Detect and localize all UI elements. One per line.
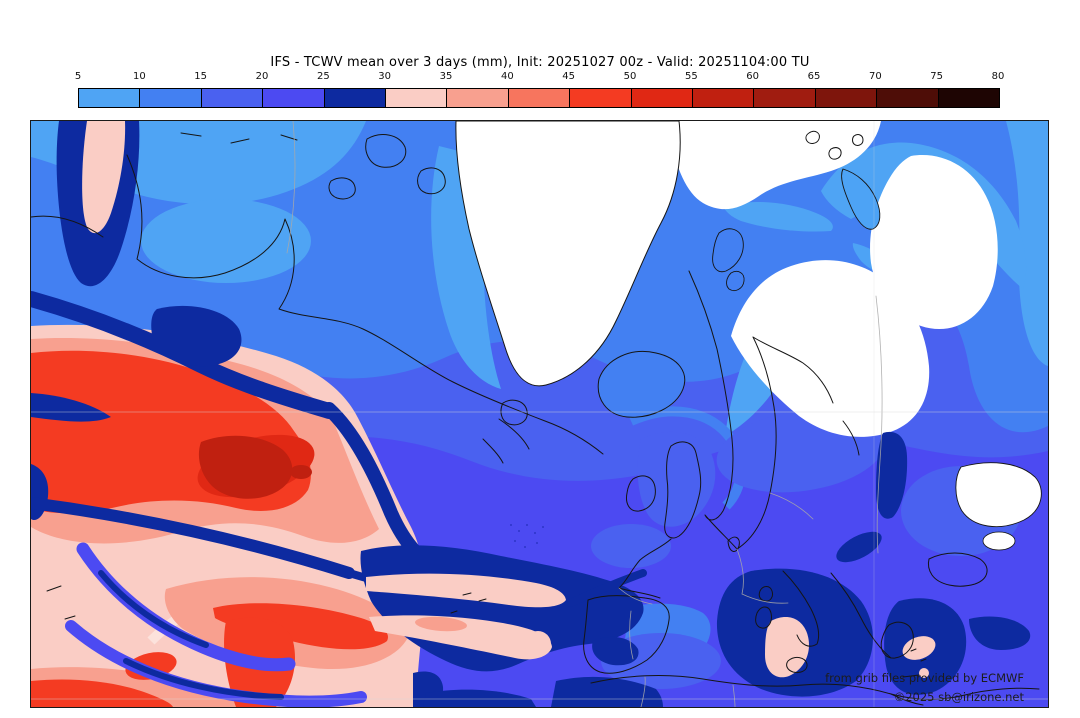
- colorbar-segment: [263, 89, 325, 107]
- north-africa-coastline: [590, 675, 1040, 700]
- moisture-plume-core: [198, 435, 293, 499]
- tcwv-map: [31, 121, 1048, 707]
- colorbar-tick: 55: [684, 71, 698, 82]
- franz-josef-land: [805, 130, 864, 160]
- nw-russia-white: [870, 155, 998, 330]
- colorbar-tick: 75: [930, 71, 944, 82]
- greece-coastline: [880, 621, 914, 659]
- colorbar-tick: 60: [746, 71, 760, 82]
- colorbar-segment: [570, 89, 632, 107]
- colorbar-segment: [877, 89, 939, 107]
- algeria-pink-dot: [919, 668, 929, 678]
- colorbar-segment: [631, 89, 694, 107]
- greece-pink-patch: [902, 636, 936, 660]
- colorbar-tick: 80: [991, 71, 1005, 82]
- colorbar-tick: 20: [255, 71, 269, 82]
- colorbar-tick: 5: [74, 71, 82, 82]
- colorbar-segment: [201, 89, 264, 107]
- arctic-cap: [561, 121, 881, 210]
- arctic-islands: [597, 130, 881, 418]
- colorbar-segment: [386, 89, 448, 107]
- stipple-texture: [510, 524, 544, 548]
- colorbar-segment: [324, 89, 387, 107]
- azores-islands: [450, 592, 487, 614]
- pacific-pink-wedge: [82, 121, 126, 234]
- colorbar-tick: 25: [316, 71, 330, 82]
- portugal-offshore-navy: [592, 636, 639, 666]
- colorbar-tick-labels: 5 10 15 20 25 30 35 40 45 50 55 60 65 70 75 80: [74, 71, 1005, 85]
- colorbar-tick: 65: [807, 71, 821, 82]
- italy-coastline: [782, 570, 820, 647]
- attribution-ecmwf: from grib files provided by ECMWF: [825, 671, 1024, 685]
- adriatic-navy: [836, 531, 882, 563]
- colorbar-segment: [693, 89, 755, 107]
- polar-white-regions: [561, 121, 1042, 551]
- labrador-navy-blob: [151, 305, 242, 367]
- colorbar-tick: 10: [132, 71, 146, 82]
- britain-coastline: [664, 441, 702, 539]
- colorbar-segment: [140, 89, 202, 107]
- novaya-zemlya: [841, 168, 881, 230]
- colorbar-tick: 70: [868, 71, 882, 82]
- colorbar-tick: 45: [562, 71, 576, 82]
- moist-pink-tongues: [366, 573, 566, 660]
- iberia-coastline: [583, 595, 670, 674]
- colorbar-tick: 50: [623, 71, 637, 82]
- mediterranean-navy-maxima: [423, 431, 1031, 707]
- attribution-copyright: ©2025 sb@irizone.net: [893, 690, 1024, 704]
- colorbar-tick: 30: [378, 71, 392, 82]
- northwest-navy-features: [56, 121, 242, 367]
- sicily-pink-patch: [765, 617, 809, 678]
- graticule: [31, 121, 1048, 707]
- colorbar-tick: 15: [194, 71, 208, 82]
- greenland-landmass: [455, 121, 681, 387]
- caspian-sea-patch: [955, 462, 1042, 528]
- scandinavia-white: [731, 260, 930, 437]
- ireland-coastline: [626, 475, 656, 512]
- colorbar-segment: [79, 89, 141, 107]
- colorbar-segment: [815, 89, 878, 107]
- colorbar: [78, 88, 1000, 108]
- coastlines: [31, 132, 1040, 706]
- colorbar-tick: 35: [439, 71, 453, 82]
- map-frame: from grib files provided by ECMWF ©2025 …: [30, 120, 1049, 708]
- colorbar-segment: [508, 89, 571, 107]
- black-sea-coastline: [927, 552, 988, 587]
- chart-title: IFS - TCWV mean over 3 days (mm), Init: …: [270, 55, 810, 70]
- svalbard-islands: [712, 228, 745, 292]
- colorbar-segment: [938, 89, 1000, 107]
- colorbar-segment: [447, 89, 509, 107]
- colorbar-segment: [754, 89, 816, 107]
- iceland-landmass: [597, 351, 686, 418]
- east-europe-navy-band: [876, 431, 908, 519]
- country-borders: [286, 121, 883, 707]
- norway-coastline: [688, 270, 738, 550]
- colorbar-tick: 40: [500, 71, 514, 82]
- moisture-swirl: [31, 291, 647, 707]
